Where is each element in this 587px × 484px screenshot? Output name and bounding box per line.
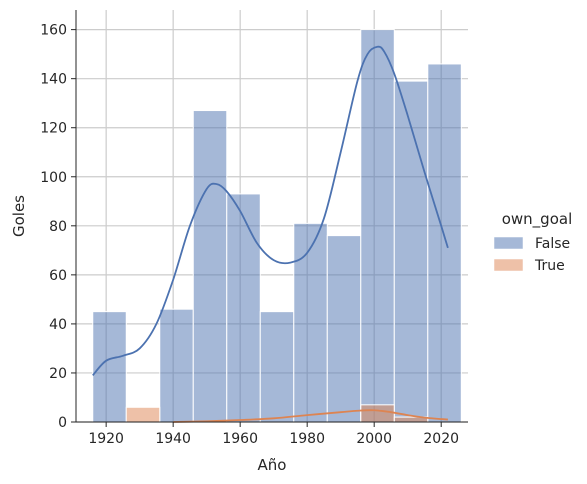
y-tick-label: 60 xyxy=(49,268,67,284)
bar xyxy=(92,311,127,423)
bar xyxy=(427,63,462,423)
bar xyxy=(360,404,395,423)
y-tick-label: 0 xyxy=(58,415,67,431)
bar xyxy=(259,311,295,423)
bar xyxy=(326,235,362,423)
legend-swatch-true xyxy=(493,258,524,272)
y-tick-label: 120 xyxy=(40,121,67,137)
legend: own_goal False True xyxy=(493,210,573,274)
y-tick-label: 80 xyxy=(49,219,67,235)
x-tick-label: 1920 xyxy=(88,431,124,447)
x-ticks: 1920 1940 1960 1980 2000 2020 xyxy=(88,422,459,447)
bar xyxy=(125,406,161,423)
y-tick-label: 20 xyxy=(49,366,67,382)
kde-curves xyxy=(92,45,449,423)
bar xyxy=(192,110,228,423)
bar xyxy=(360,29,395,423)
x-tick-label: 2000 xyxy=(356,431,392,447)
legend-title: own_goal xyxy=(502,210,573,229)
bar xyxy=(226,193,261,423)
x-tick-label: 1940 xyxy=(155,431,191,447)
kde-line xyxy=(173,409,448,423)
x-axis-title: Año xyxy=(258,456,287,474)
histogram-bars xyxy=(92,29,462,423)
bar xyxy=(293,222,328,423)
bar xyxy=(159,308,194,423)
y-tick-label: 100 xyxy=(40,170,67,186)
x-tick-label: 2020 xyxy=(423,431,459,447)
kde-line xyxy=(92,45,449,377)
legend-swatch-false xyxy=(493,236,524,250)
bar xyxy=(393,80,429,423)
y-tick-label: 160 xyxy=(40,23,67,39)
y-tick-label: 140 xyxy=(40,72,67,88)
x-tick-label: 1980 xyxy=(289,431,325,447)
legend-label-true: True xyxy=(534,258,565,274)
y-ticks: 0 20 40 60 80 100 120 140 160 xyxy=(40,23,76,431)
y-axis-title: Goles xyxy=(10,195,28,237)
y-tick-label: 40 xyxy=(49,317,67,333)
x-tick-label: 1960 xyxy=(222,431,258,447)
legend-label-false: False xyxy=(535,236,570,252)
